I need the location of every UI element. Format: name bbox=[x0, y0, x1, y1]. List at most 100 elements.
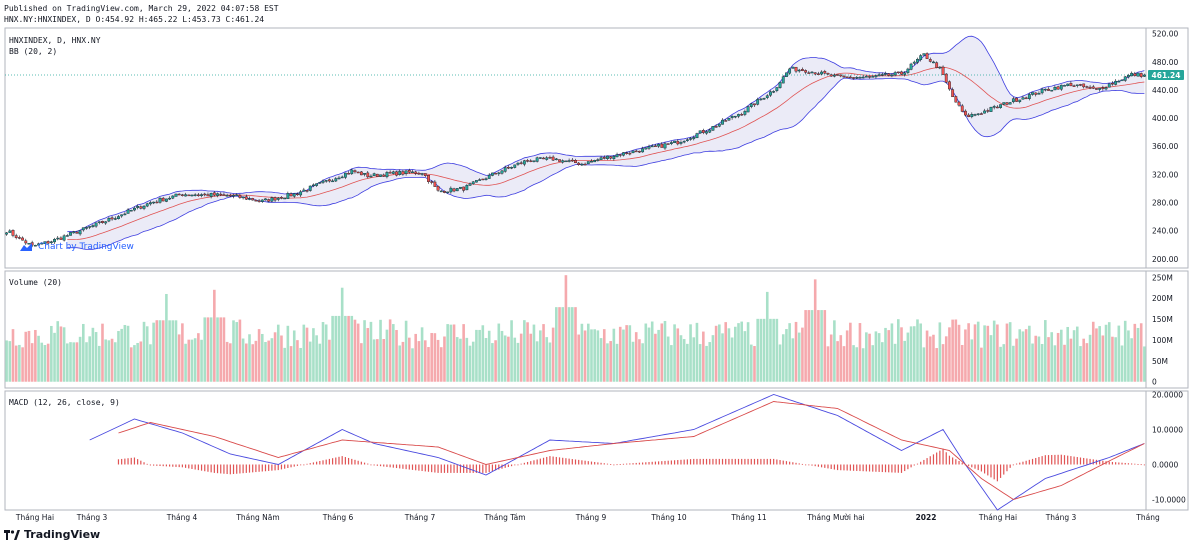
candle bbox=[14, 235, 18, 238]
macd-histogram-bar bbox=[801, 463, 804, 465]
macd-histogram-bar bbox=[383, 464, 385, 467]
candle bbox=[334, 178, 338, 182]
macd-histogram-bar bbox=[642, 462, 644, 465]
macd-histogram-bar bbox=[798, 463, 800, 465]
macd-histogram-bar bbox=[447, 464, 449, 473]
candle bbox=[612, 156, 616, 160]
macd-histogram-bar bbox=[900, 464, 903, 473]
candle bbox=[475, 180, 478, 183]
volume-bar bbox=[759, 318, 763, 382]
volume-bar bbox=[599, 338, 603, 382]
macd-histogram-bar bbox=[613, 464, 615, 466]
macd-histogram-bar bbox=[808, 464, 810, 466]
volume-bar bbox=[638, 339, 641, 382]
volume-bar bbox=[37, 335, 40, 382]
candle bbox=[781, 76, 785, 84]
volume-bar bbox=[165, 293, 168, 382]
candle bbox=[532, 160, 536, 162]
macd-histogram-bar bbox=[792, 462, 794, 465]
candle bbox=[928, 59, 932, 62]
candle bbox=[180, 194, 184, 196]
candle bbox=[1130, 72, 1134, 77]
macd-axis-tick: 0.0000 bbox=[1152, 461, 1178, 470]
bb-legend[interactable]: BB (20, 2) bbox=[9, 47, 58, 56]
candle bbox=[545, 157, 549, 160]
candle bbox=[999, 104, 1002, 108]
volume-bar bbox=[903, 340, 906, 382]
macd-histogram-bar bbox=[328, 458, 331, 465]
volume-axis-tick: 100M bbox=[1152, 336, 1173, 345]
time-axis-tick: Tháng 7 bbox=[404, 513, 436, 522]
volume-bar bbox=[868, 333, 871, 382]
volume-bar bbox=[209, 317, 213, 382]
volume-bar bbox=[925, 330, 929, 382]
macd-histogram-bar bbox=[517, 464, 519, 466]
volume-bar bbox=[1021, 331, 1025, 382]
candle bbox=[932, 61, 935, 64]
watermark[interactable]: Chart by TradingView bbox=[18, 242, 134, 252]
volume-bar bbox=[187, 339, 191, 382]
volume-bar bbox=[964, 329, 967, 382]
candle bbox=[513, 164, 517, 168]
volume-bar bbox=[334, 315, 338, 382]
macd-histogram-bar bbox=[459, 464, 462, 473]
candle bbox=[650, 145, 654, 148]
volume-bar bbox=[369, 321, 373, 382]
footer-brand[interactable]: TradingView bbox=[4, 528, 100, 541]
candle bbox=[471, 181, 475, 185]
volume-bar bbox=[292, 330, 296, 382]
volume-bar bbox=[145, 326, 149, 382]
candle bbox=[487, 174, 491, 179]
candle bbox=[206, 194, 210, 197]
candle bbox=[785, 72, 788, 77]
volume-bar bbox=[232, 320, 235, 382]
candle bbox=[174, 193, 178, 197]
macd-histogram-bar bbox=[510, 464, 513, 467]
macd-histogram-bar bbox=[351, 458, 353, 465]
candle bbox=[142, 205, 146, 209]
candle bbox=[152, 201, 156, 204]
macd-legend[interactable]: MACD (12, 26, close, 9) bbox=[9, 398, 120, 407]
candle bbox=[1139, 73, 1143, 77]
volume-legend[interactable]: Volume (20) bbox=[9, 278, 62, 287]
volume-bar bbox=[583, 330, 587, 382]
volume-bar bbox=[184, 343, 187, 382]
volume-bar bbox=[769, 318, 772, 382]
volume-bar bbox=[1024, 329, 1028, 382]
macd-histogram-bar bbox=[389, 464, 391, 468]
macd-histogram-bar bbox=[344, 457, 346, 465]
macd-histogram-bar bbox=[424, 464, 426, 472]
volume-bar bbox=[324, 324, 328, 382]
volume-bar bbox=[919, 323, 922, 382]
volume-bar bbox=[535, 341, 539, 382]
candle bbox=[254, 199, 258, 202]
macd-histogram-bar bbox=[440, 464, 442, 473]
symbol-legend[interactable]: HNXINDEX, D, HNX.NY bbox=[9, 36, 101, 45]
macd-histogram-bar bbox=[411, 464, 414, 470]
macd-histogram-bar bbox=[463, 464, 465, 473]
candle bbox=[1059, 84, 1063, 90]
volume-bar bbox=[973, 324, 977, 382]
macd-histogram-bar bbox=[469, 464, 471, 473]
candle bbox=[622, 152, 625, 156]
ohlc-line: HNX.NY:HNXINDEX, D O:454.92 H:465.22 L:4… bbox=[4, 15, 265, 24]
macd-histogram-bar bbox=[175, 464, 177, 467]
volume-bar bbox=[861, 348, 865, 382]
candle bbox=[864, 76, 868, 78]
candle bbox=[756, 99, 760, 105]
macd-histogram-bar bbox=[718, 458, 720, 465]
macd-histogram-bar bbox=[945, 452, 947, 465]
macd-histogram-bar bbox=[1006, 464, 1008, 472]
macd-histogram-bar bbox=[546, 456, 548, 465]
candle bbox=[212, 192, 216, 196]
macd-histogram-bar bbox=[1028, 459, 1030, 465]
candle bbox=[21, 237, 24, 241]
macd-histogram-bar bbox=[1003, 464, 1005, 475]
candle bbox=[596, 159, 600, 161]
macd-histogram-bar bbox=[178, 464, 180, 468]
candle bbox=[439, 190, 443, 193]
macd-histogram-bar bbox=[910, 464, 912, 468]
volume-bar bbox=[1005, 323, 1009, 382]
candle bbox=[24, 240, 28, 244]
